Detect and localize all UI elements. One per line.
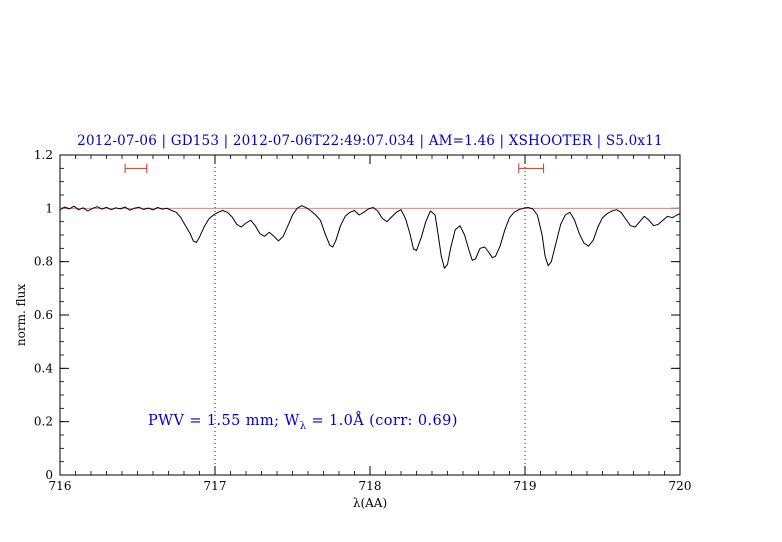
y-tick-label: 1.2	[34, 148, 53, 162]
y-tick-label: 0	[45, 468, 53, 482]
pwv-annotation-pre: PWV = 1.55 mm; W	[148, 413, 300, 429]
plot-title: 2012-07-06 | GD153 | 2012-07-06T22:49:07…	[77, 133, 663, 149]
pwv-annotation: PWV = 1.55 mm; Wλ = 1.0Å (corr: 0.69)	[148, 413, 458, 432]
x-tick-label: 720	[669, 479, 692, 493]
y-tick-label: 0.4	[34, 361, 53, 375]
y-tick-label: 0.8	[34, 255, 53, 269]
y-axis-label: norm. flux	[14, 283, 28, 347]
spectrum-line	[59, 205, 681, 269]
x-tick-label: 718	[359, 479, 382, 493]
y-tick-label: 0.6	[34, 308, 53, 322]
y-tick-label: 0.2	[34, 415, 53, 429]
pwv-annotation-sub: λ	[299, 420, 307, 432]
x-axis-label: λ(AA)	[352, 496, 388, 510]
y-tick-label: 1	[45, 201, 53, 215]
pwv-annotation-post: = 1.0Å (corr: 0.69)	[306, 413, 458, 429]
x-tick-label: 717	[204, 479, 227, 493]
x-tick-label: 716	[49, 479, 72, 493]
x-tick-label: 719	[514, 479, 537, 493]
